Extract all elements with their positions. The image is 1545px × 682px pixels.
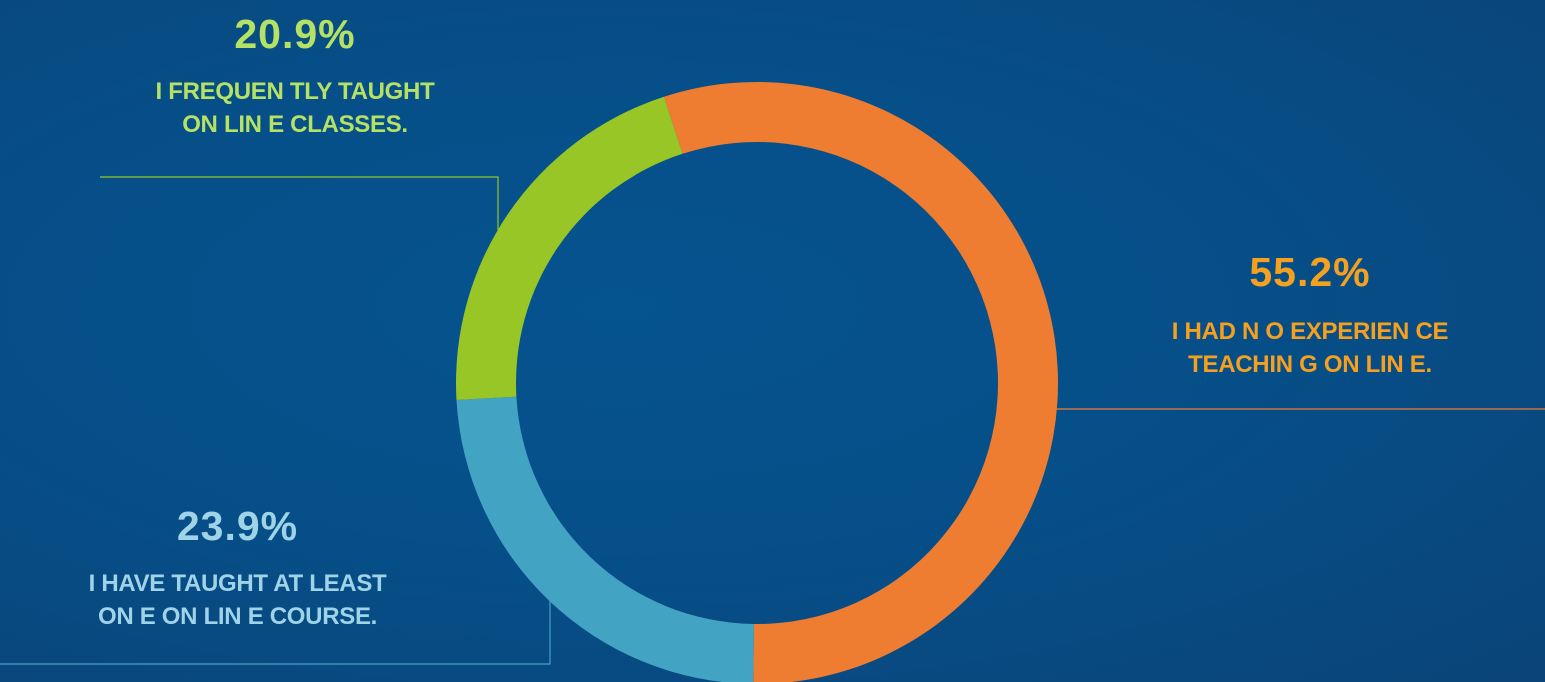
segment-label-least: 23.9% I HAVE TAUGHT AT LEAST ON E ON LIN… xyxy=(0,506,475,633)
donut-segment-least xyxy=(456,396,754,682)
segment-label-none: 55.2% I HAD N O EXPERIEN CE TEACHIN G ON… xyxy=(1080,252,1540,381)
donut-segment-frequent xyxy=(455,96,683,401)
segment-description-line: I FREQUEN TLY TAUGHT xyxy=(155,78,435,105)
donut-segments xyxy=(455,82,1058,682)
segment-value-frequent: 20.9% xyxy=(234,11,356,57)
leader-line-least xyxy=(0,600,551,665)
donut-segment-none xyxy=(663,82,1058,682)
segment-description-line: ON LIN E CLASSES. xyxy=(182,111,408,139)
segment-description-line: ON E ON LIN E COURSE. xyxy=(97,603,378,631)
segment-label-frequent: 20.9% I FREQUEN TLY TAUGHT ON LIN E CLAS… xyxy=(60,14,530,141)
segment-description-frequent: I FREQUEN TLY TAUGHT ON LIN E CLASSES. xyxy=(60,75,530,141)
segment-value-none: 55.2% xyxy=(1249,249,1371,295)
segment-description-line: I HAVE TAUGHT AT LEAST xyxy=(88,570,387,597)
segment-description-least: I HAVE TAUGHT AT LEAST ON E ON LIN E COU… xyxy=(0,567,475,633)
leader-line-frequent xyxy=(100,176,499,230)
segment-value-least: 23.9% xyxy=(176,503,299,549)
segment-description-none: I HAD N O EXPERIEN CE TEACHIN G ON LIN E… xyxy=(1080,315,1540,381)
segment-description-line: I HAD N O EXPERIEN CE xyxy=(1171,318,1449,345)
segment-description-line: TEACHIN G ON LIN E. xyxy=(1188,351,1432,379)
